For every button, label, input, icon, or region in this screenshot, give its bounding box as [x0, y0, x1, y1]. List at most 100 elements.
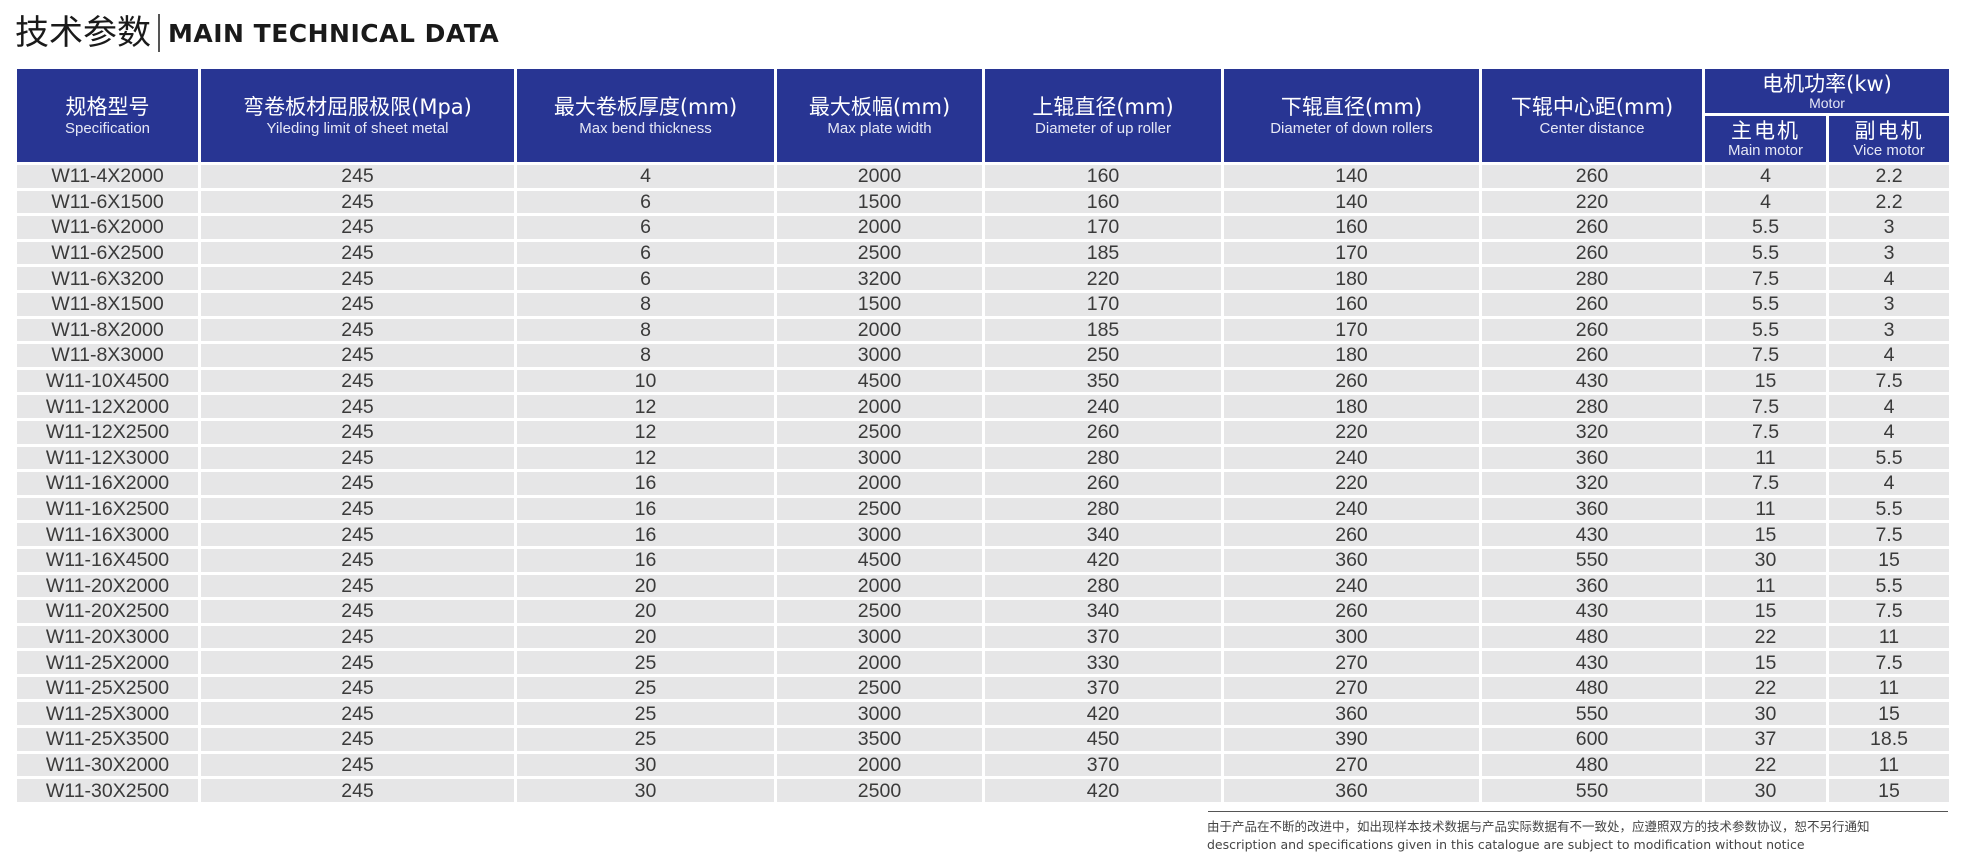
cell-specification: W11-16X2500 — [17, 497, 198, 521]
cell-specification: W11-8X2000 — [17, 318, 198, 342]
header-subrow: 主电机 Main motor 副电机 Vice motor — [17, 116, 1950, 162]
cell-max-plate-width: 2000 — [777, 753, 982, 777]
table-row: W11-6X3200 245 6 3200 220 180 280 7.5 4 — [17, 267, 1950, 290]
cell-center-distance: 430 — [1482, 600, 1702, 623]
cell-main-motor: 5.5 — [1705, 292, 1826, 316]
cell-vice-motor: 7.5 — [1829, 651, 1950, 674]
cell-center-distance: 480 — [1482, 625, 1702, 649]
cell-center-distance: 480 — [1482, 753, 1702, 777]
cell-down-roller-diameter: 240 — [1224, 574, 1479, 598]
cell-up-roller-diameter: 220 — [985, 267, 1221, 290]
table-row: W11-20X2000 245 20 2000 280 240 360 11 5.5 — [17, 574, 1950, 598]
cell-max-thickness: 16 — [517, 497, 774, 521]
cell-vice-motor: 7.5 — [1829, 369, 1950, 393]
cell-yield-limit: 245 — [201, 702, 514, 726]
cell-specification: W11-20X2500 — [17, 600, 198, 623]
cell-max-thickness: 6 — [517, 216, 774, 239]
header-max-thickness: 最大卷板厚度(mm) Max bend thickness — [517, 69, 774, 162]
cell-yield-limit: 245 — [201, 676, 514, 700]
cell-center-distance: 280 — [1482, 267, 1702, 290]
cell-specification: W11-4X2000 — [17, 165, 198, 188]
cell-down-roller-diameter: 170 — [1224, 318, 1479, 342]
footer-divider — [1208, 811, 1948, 812]
cell-yield-limit: 245 — [201, 165, 514, 188]
cell-vice-motor: 5.5 — [1829, 497, 1950, 521]
table-row: W11-10X4500 245 10 4500 350 260 430 15 7.5 — [17, 369, 1950, 393]
cell-main-motor: 5.5 — [1705, 216, 1826, 239]
cell-vice-motor: 2.2 — [1829, 190, 1950, 214]
cell-vice-motor: 4 — [1829, 395, 1950, 418]
cell-max-plate-width: 1500 — [777, 292, 982, 316]
technical-data-table: 规格型号 Specification 弯卷板材屈服极限(Mpa) Yiledin… — [14, 66, 1952, 805]
cell-max-plate-width: 2000 — [777, 165, 982, 188]
cell-yield-limit: 245 — [201, 318, 514, 342]
cell-specification: W11-25X2000 — [17, 651, 198, 674]
cell-vice-motor: 3 — [1829, 318, 1950, 342]
cell-center-distance: 320 — [1482, 420, 1702, 444]
cell-max-thickness: 12 — [517, 395, 774, 418]
table-row: W11-20X3000 245 20 3000 370 300 480 22 11 — [17, 625, 1950, 649]
table-row: W11-6X2000 245 6 2000 170 160 260 5.5 3 — [17, 216, 1950, 239]
cell-up-roller-diameter: 240 — [985, 395, 1221, 418]
cell-vice-motor: 15 — [1829, 779, 1950, 802]
cell-up-roller-diameter: 330 — [985, 651, 1221, 674]
table-row: W11-8X1500 245 8 1500 170 160 260 5.5 3 — [17, 292, 1950, 316]
cell-vice-motor: 4 — [1829, 267, 1950, 290]
cell-center-distance: 550 — [1482, 548, 1702, 572]
cell-up-roller-diameter: 350 — [985, 369, 1221, 393]
cell-vice-motor: 4 — [1829, 420, 1950, 444]
cell-center-distance: 320 — [1482, 472, 1702, 495]
cell-yield-limit: 245 — [201, 600, 514, 623]
cell-center-distance: 260 — [1482, 165, 1702, 188]
cell-main-motor: 37 — [1705, 728, 1826, 751]
table-row: W11-4X2000 245 4 2000 160 140 260 4 2.2 — [17, 165, 1950, 188]
cell-main-motor: 5.5 — [1705, 241, 1826, 265]
cell-vice-motor: 2.2 — [1829, 165, 1950, 188]
cell-down-roller-diameter: 180 — [1224, 395, 1479, 418]
cell-main-motor: 30 — [1705, 702, 1826, 726]
cell-yield-limit: 245 — [201, 523, 514, 546]
cell-yield-limit: 245 — [201, 241, 514, 265]
cell-vice-motor: 11 — [1829, 753, 1950, 777]
table-row: W11-12X2000 245 12 2000 240 180 280 7.5 4 — [17, 395, 1950, 418]
cell-max-thickness: 16 — [517, 472, 774, 495]
cell-max-thickness: 30 — [517, 779, 774, 802]
cell-center-distance: 360 — [1482, 497, 1702, 521]
table-row: W11-8X2000 245 8 2000 185 170 260 5.5 3 — [17, 318, 1950, 342]
table-row: W11-6X1500 245 6 1500 160 140 220 4 2.2 — [17, 190, 1950, 214]
cell-center-distance: 360 — [1482, 574, 1702, 598]
header-label-cn: 下辊直径(mm) — [1280, 95, 1423, 119]
cell-max-plate-width: 3000 — [777, 702, 982, 726]
cell-down-roller-diameter: 160 — [1224, 292, 1479, 316]
cell-down-roller-diameter: 140 — [1224, 190, 1479, 214]
cell-max-plate-width: 2000 — [777, 651, 982, 674]
cell-max-plate-width: 2000 — [777, 318, 982, 342]
cell-max-thickness: 6 — [517, 241, 774, 265]
table-body: W11-4X2000 245 4 2000 160 140 260 4 2.2 W11-6X150… — [17, 165, 1950, 802]
cell-up-roller-diameter: 260 — [985, 420, 1221, 444]
cell-max-plate-width: 3000 — [777, 523, 982, 546]
header-label-cn: 弯卷板材屈服极限(Mpa) — [243, 95, 472, 119]
cell-down-roller-diameter: 220 — [1224, 472, 1479, 495]
table-row: W11-16X2000 245 16 2000 260 220 320 7.5 4 — [17, 472, 1950, 495]
cell-down-roller-diameter: 160 — [1224, 216, 1479, 239]
cell-up-roller-diameter: 420 — [985, 548, 1221, 572]
cell-yield-limit: 245 — [201, 190, 514, 214]
cell-max-thickness: 12 — [517, 446, 774, 470]
cell-center-distance: 260 — [1482, 241, 1702, 265]
cell-max-plate-width: 3200 — [777, 267, 982, 290]
cell-specification: W11-6X1500 — [17, 190, 198, 214]
cell-main-motor: 7.5 — [1705, 420, 1826, 444]
header-label-en: Max plate width — [827, 120, 932, 137]
header-main-motor: 主电机 Main motor — [1705, 116, 1826, 162]
cell-main-motor: 15 — [1705, 651, 1826, 674]
cell-vice-motor: 11 — [1829, 625, 1950, 649]
cell-yield-limit: 245 — [201, 497, 514, 521]
cell-max-plate-width: 2500 — [777, 497, 982, 521]
cell-up-roller-diameter: 280 — [985, 497, 1221, 521]
cell-center-distance: 430 — [1482, 651, 1702, 674]
footer-note: 由于产品在不断的改进中，如出现样本技术数据与产品实际数据有不一致处，应遵照双方的… — [1207, 818, 1870, 854]
cell-specification: W11-12X3000 — [17, 446, 198, 470]
cell-main-motor: 22 — [1705, 753, 1826, 777]
table-row: W11-25X2500 245 25 2500 370 270 480 22 11 — [17, 676, 1950, 700]
